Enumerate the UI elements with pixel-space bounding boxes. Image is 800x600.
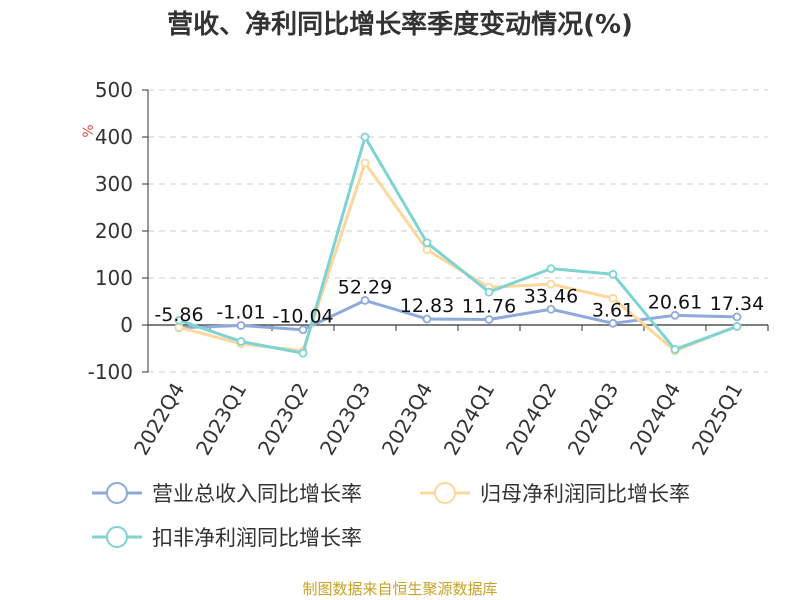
series-lines [174, 132, 742, 358]
legend-item: 营业总收入同比增长率 [92, 482, 362, 506]
x-tick-label: 2022Q4 [129, 379, 189, 460]
data-point [298, 325, 308, 335]
data-point [608, 318, 618, 328]
data-point [608, 269, 618, 279]
y-tick-label: 400 [95, 125, 133, 149]
data-point [484, 287, 494, 297]
source-note: 制图数据来自恒生聚源数据库 [302, 580, 497, 598]
data-point [236, 321, 246, 330]
legend-label: 营业总收入同比增长率 [152, 482, 362, 506]
data-label: 11.76 [462, 295, 516, 317]
data-label: 17.34 [710, 293, 764, 315]
data-point [360, 296, 370, 305]
data-point [670, 345, 680, 354]
y-axis-unit: % [81, 124, 97, 137]
y-tick-label: -100 [88, 360, 133, 384]
data-point [360, 158, 370, 168]
data-label: -5.86 [154, 304, 203, 326]
data-point [484, 315, 494, 324]
legend-item: 扣非净利润同比增长率 [92, 526, 362, 550]
data-label: 33.46 [524, 285, 578, 307]
y-tick-label: 100 [95, 266, 133, 290]
y-tick-label: 300 [95, 172, 133, 196]
data-point [732, 312, 742, 322]
chart-title: 营收、净利同比增长率季度变动情况(%) [167, 9, 633, 40]
data-point [298, 348, 308, 358]
data-point [546, 304, 556, 314]
x-tick-label: 2023Q3 [315, 379, 375, 460]
x-tick-label: 2024Q4 [625, 379, 685, 460]
x-tick-label: 2025Q1 [687, 379, 747, 460]
data-label: -1.01 [216, 301, 265, 323]
x-tick-label: 2023Q2 [253, 379, 313, 460]
data-point [174, 315, 184, 325]
data-label: 3.61 [592, 299, 634, 321]
x-tick-label: 2023Q4 [377, 379, 437, 460]
legend-label: 归母净利润同比增长率 [480, 482, 690, 506]
series-line [178, 298, 738, 332]
y-tick-label: 500 [95, 78, 133, 102]
data-point [360, 132, 370, 142]
legend-label: 扣非净利润同比增长率 [152, 526, 362, 550]
x-tick-label: 2024Q1 [439, 379, 499, 460]
data-point [422, 238, 432, 248]
x-tick-label: 2024Q2 [501, 379, 561, 460]
legend-swatch-marker [434, 482, 456, 504]
data-point [546, 264, 556, 274]
legend-swatch-marker [106, 482, 128, 504]
data-label: -10.04 [272, 306, 333, 328]
data-point [422, 314, 432, 324]
legend-swatch-marker [106, 526, 128, 548]
data-point [236, 337, 246, 346]
data-label: 52.29 [338, 276, 392, 298]
x-tick-label: 2024Q3 [563, 379, 623, 460]
data-point [732, 322, 742, 331]
legend-item: 归母净利润同比增长率 [420, 482, 690, 506]
y-tick-label: 200 [95, 219, 133, 243]
data-point [608, 293, 618, 303]
data-point [546, 279, 556, 289]
y-tick-label: 0 [120, 313, 133, 337]
data-point [670, 310, 680, 320]
data-point [422, 245, 432, 255]
data-label: 20.61 [648, 291, 702, 313]
data-label: 12.83 [400, 295, 454, 317]
x-tick-label: 2023Q1 [191, 379, 251, 460]
series-line [178, 135, 738, 355]
